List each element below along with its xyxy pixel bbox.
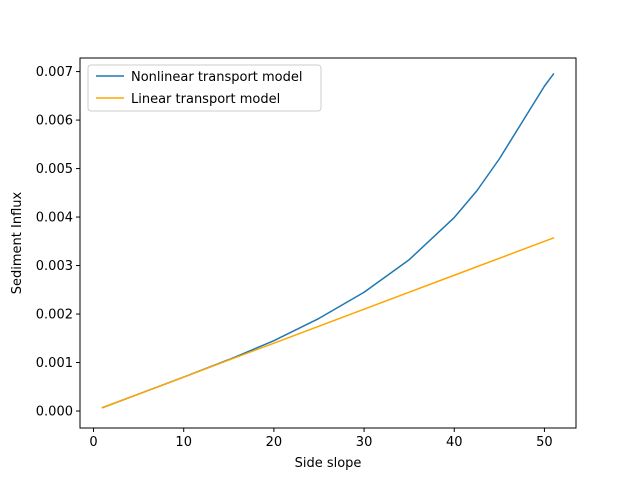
y-tick-label: 0.006 [36,114,73,129]
y-tick-label: 0.004 [36,211,73,226]
series-line-linear-transport-model [101,236,555,409]
y-tick-label: 0.002 [36,308,73,323]
y-tick-label: 0.001 [36,356,73,371]
y-tick-label: 0.005 [36,162,73,177]
y-tick-label: 0.000 [36,405,73,420]
legend-label-nonlinear: Nonlinear transport model [131,70,303,85]
x-tick-label: 0 [89,435,97,450]
ticks-layer: 0 10 20 30 40 50 0.000 0.001 0.002 0.003 0.004 0.00… [36,65,553,450]
x-tick-label: 10 [175,435,192,450]
plot-area-frame [79,57,577,429]
x-tick-label: 50 [536,435,553,450]
x-tick-label: 30 [356,435,373,450]
x-tick-label: 40 [446,435,463,450]
x-tick-label: 20 [266,435,283,450]
series-layer [101,72,555,409]
y-tick-label: 0.007 [36,65,73,80]
legend: Nonlinear transport model Linear transpo… [87,64,322,112]
x-axis-label: Side slope [295,456,362,471]
y-axis-label: Sediment Influx [10,191,25,294]
legend-box [87,64,322,112]
legend-label-linear: Linear transport model [131,92,280,107]
y-tick-label: 0.003 [36,259,73,274]
